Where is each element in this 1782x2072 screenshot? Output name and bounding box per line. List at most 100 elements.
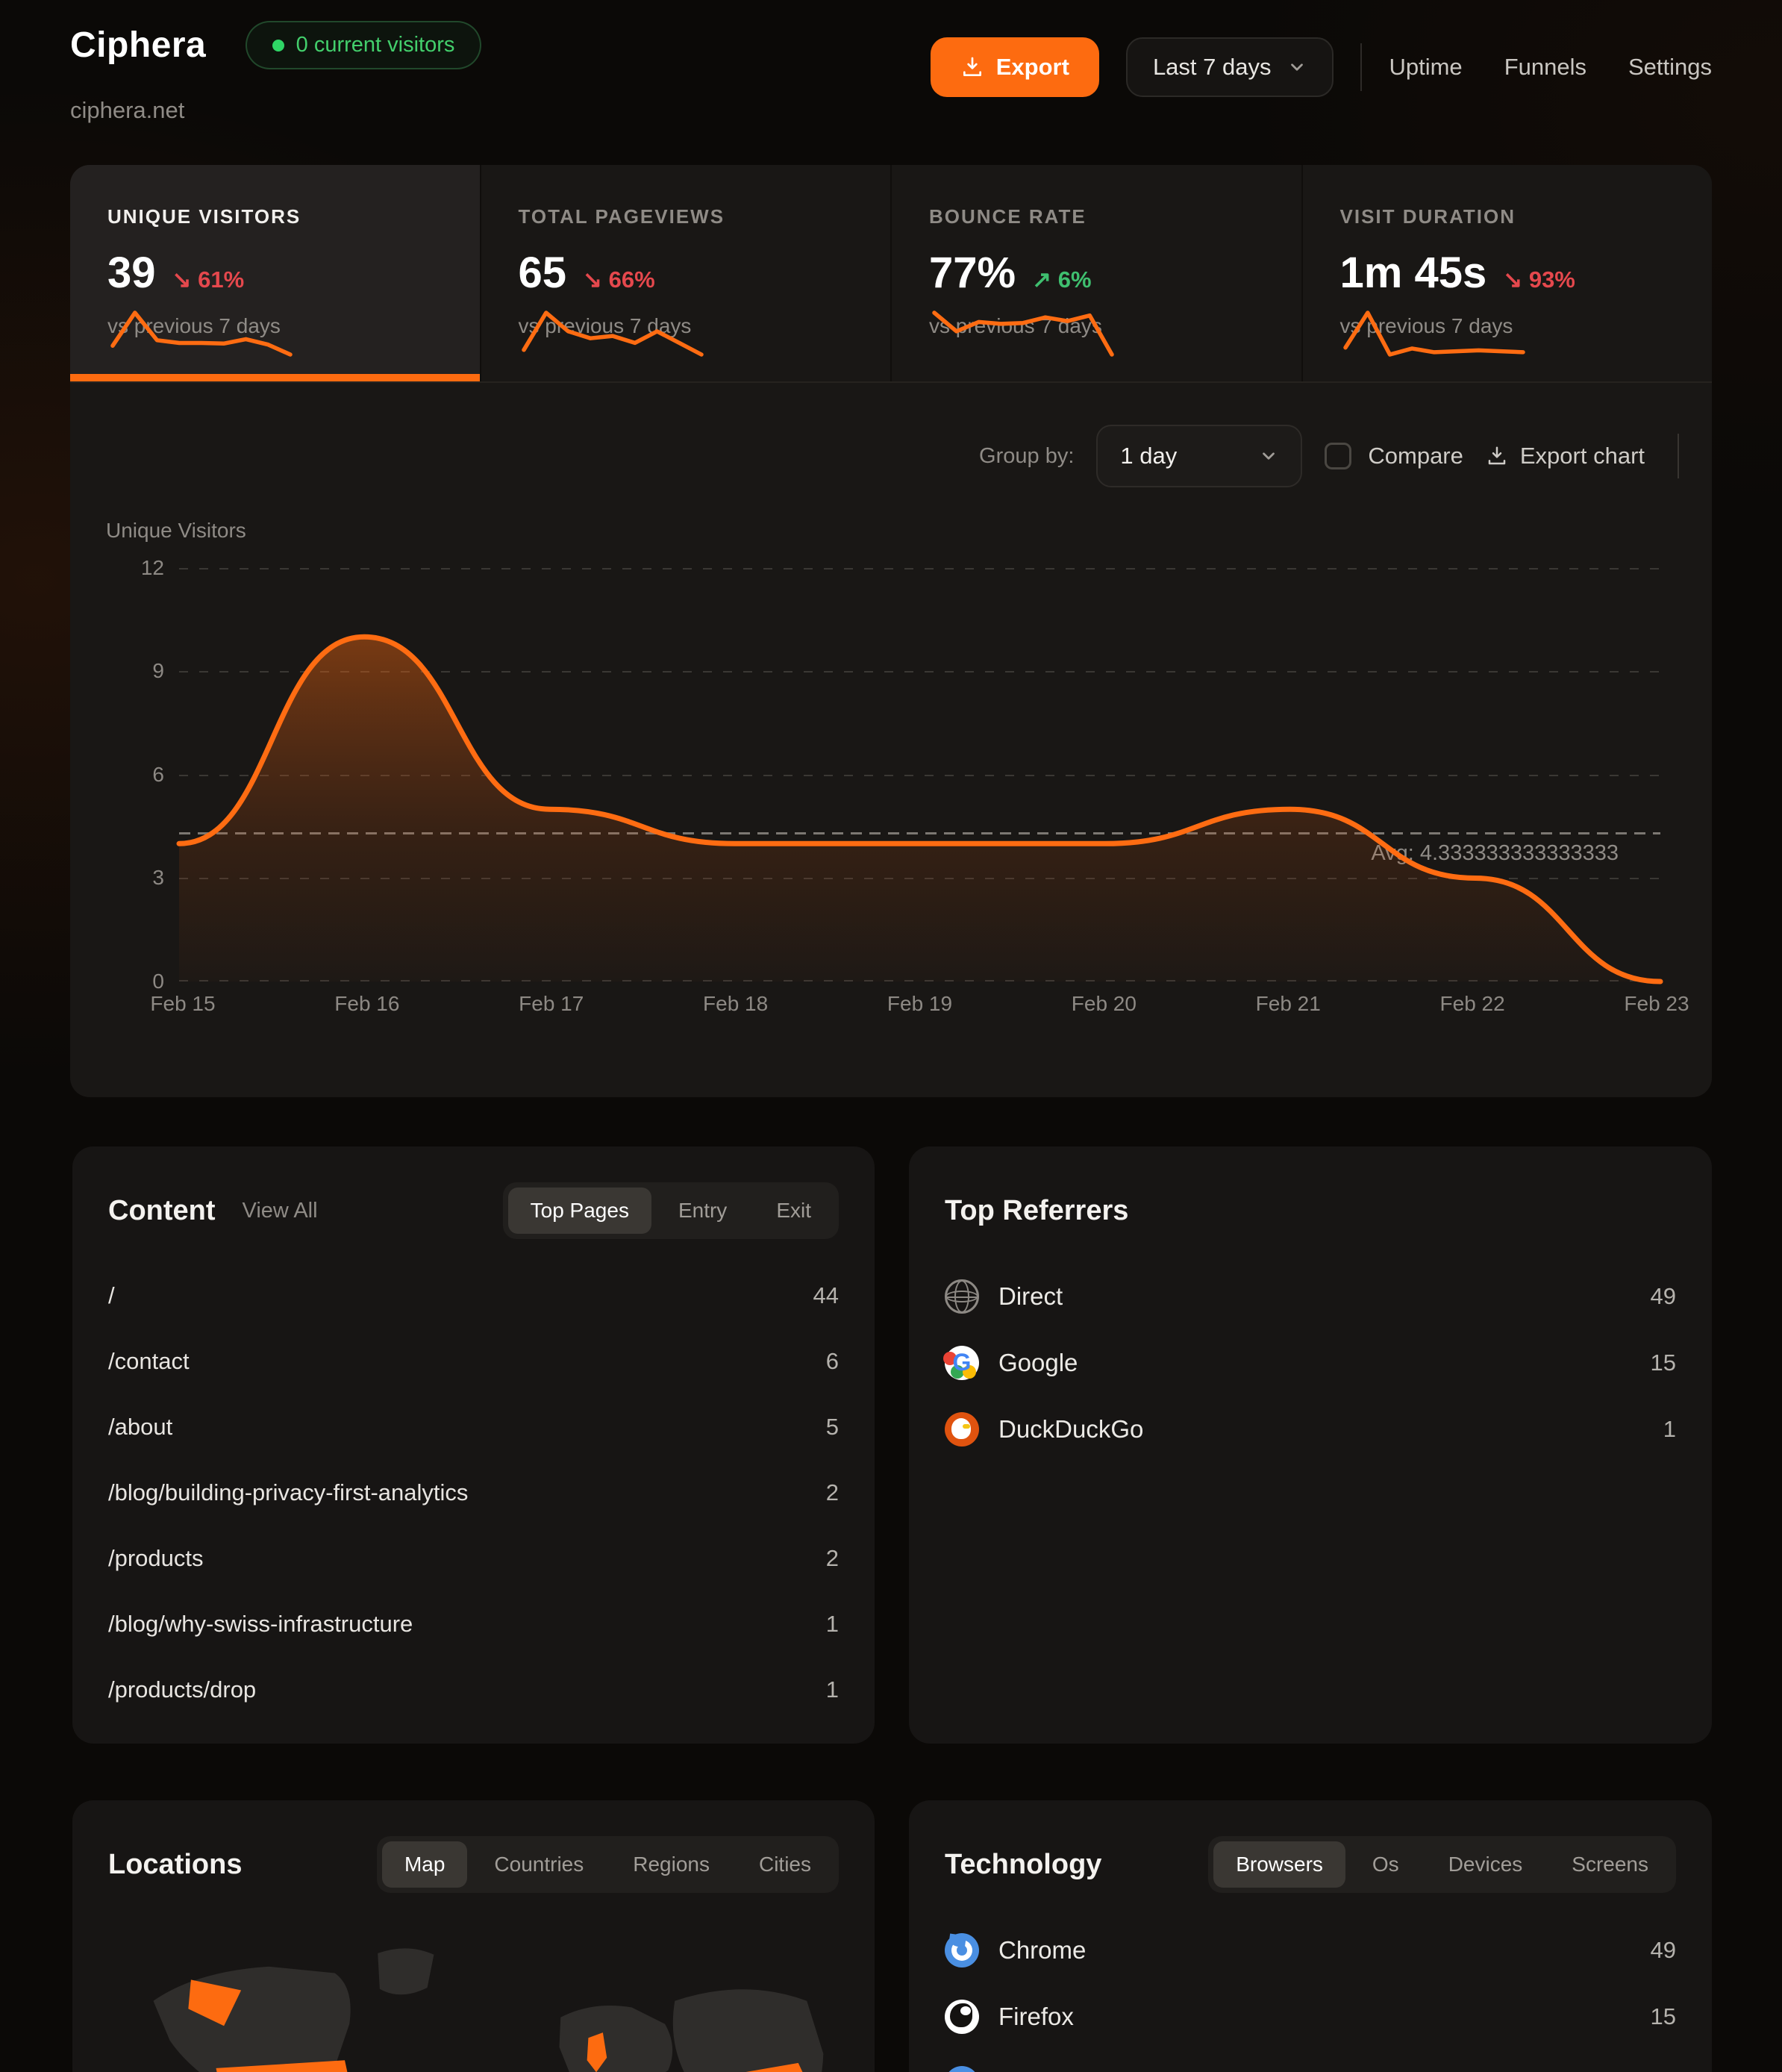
current-visitors-badge[interactable]: 0 current visitors	[245, 21, 482, 69]
google-icon: G	[943, 1345, 979, 1380]
stat-label: BOUNCE RATE	[929, 205, 1087, 228]
y-tick: 9	[152, 659, 164, 682]
stats-row: UNIQUE VISITORS 39 ↘ 61% vs previous 7 d…	[70, 165, 1712, 383]
list-item[interactable]: Chrome 49	[945, 1917, 1676, 1983]
table-row[interactable]: /products/drop 1	[108, 1676, 839, 1703]
live-dot-icon	[272, 39, 284, 52]
download-icon	[1488, 446, 1506, 465]
y-tick: 12	[140, 556, 164, 579]
nav-settings[interactable]: Settings	[1628, 54, 1712, 80]
map-united-states	[216, 2060, 348, 2072]
tab-countries[interactable]: Countries	[494, 1853, 584, 1876]
tab-devices[interactable]: Devices	[1448, 1853, 1523, 1876]
export-button[interactable]: Export	[930, 37, 1099, 97]
compare-label: Compare	[1368, 443, 1463, 469]
chart-title: Unique Visitors	[106, 519, 246, 542]
map-alaska	[188, 1979, 242, 2026]
sparkline-total-pageviews	[521, 311, 704, 357]
view-all-link[interactable]: View All	[242, 1198, 318, 1223]
map-united-kingdom	[587, 2032, 607, 2072]
tab-os[interactable]: Os	[1372, 1853, 1399, 1876]
locations-tabs: Map Countries Regions Cities	[376, 1836, 839, 1893]
table-row[interactable]: /44	[108, 1282, 839, 1308]
tab-regions[interactable]: Regions	[633, 1853, 710, 1876]
table-row[interactable]: /contact 6	[108, 1348, 839, 1374]
y-axis-labels: 12 9 6 3 0	[70, 556, 164, 993]
average-line	[179, 832, 1660, 834]
gridline-12	[179, 568, 1660, 570]
stat-delta: ↗ 6%	[1032, 266, 1092, 293]
tab-entry[interactable]: Entry	[678, 1199, 728, 1222]
x-tick: Feb 22	[1439, 992, 1505, 1015]
map-asia	[672, 1989, 824, 2072]
stat-value: 77%	[929, 249, 1016, 297]
date-range-value: Last 7 days	[1152, 54, 1272, 80]
controls-divider	[1678, 434, 1679, 478]
stat-value: 65	[518, 249, 567, 297]
stat-unique-visitors[interactable]: UNIQUE VISITORS 39 ↘ 61% vs previous 7 d…	[70, 165, 481, 381]
sparkline-bounce-rate	[932, 311, 1114, 357]
site-name: Ciphera	[70, 25, 207, 65]
site-domain: ciphera.net	[70, 97, 185, 123]
header-divider	[1360, 43, 1363, 91]
nav-uptime[interactable]: Uptime	[1389, 54, 1463, 80]
top-referrers-title: Top Referrers	[945, 1194, 1129, 1226]
browser-rows: Chrome 49 Firefox 15	[945, 1917, 1676, 2072]
sparkline-unique-visitors	[110, 311, 293, 357]
date-range-dropdown[interactable]: Last 7 days	[1125, 37, 1334, 97]
table-row[interactable]: /products 2	[108, 1545, 839, 1571]
header-actions: Export Last 7 days Uptime Funnels Settin…	[930, 37, 1712, 97]
table-row[interactable]: /blog/why-swiss-infrastructure 1	[108, 1611, 839, 1637]
chevron-down-icon	[1291, 63, 1304, 71]
tab-map[interactable]: Map	[381, 1841, 468, 1888]
list-item[interactable]: Direct 49	[945, 1263, 1676, 1329]
technology-tabs: Browsers Os Devices Screens	[1208, 1836, 1676, 1893]
download-icon	[963, 57, 981, 76]
x-tick: Feb 15	[150, 992, 216, 1015]
stat-label: VISIT DURATION	[1339, 205, 1516, 228]
y-tick: 3	[152, 866, 164, 889]
tab-screens[interactable]: Screens	[1572, 1853, 1648, 1876]
main-nav: Uptime Funnels Settings	[1389, 54, 1712, 81]
list-item[interactable]: DuckDuckGo 1	[945, 1396, 1676, 1462]
chart-plot-area[interactable]: Avg: 4.333333333333333	[179, 568, 1660, 982]
x-tick: Feb 19	[887, 992, 953, 1015]
analytics-panel: UNIQUE VISITORS 39 ↘ 61% vs previous 7 d…	[70, 165, 1712, 1097]
compare-checkbox[interactable]	[1325, 443, 1352, 469]
chart-controls: Group by: 1 day Compare Export chart	[979, 422, 1679, 490]
gridline-9	[179, 671, 1660, 673]
stat-bounce-rate[interactable]: BOUNCE RATE 77% ↗ 6% vs previous 7 days	[892, 165, 1303, 381]
world-map[interactable]	[90, 1902, 857, 2072]
stat-label: UNIQUE VISITORS	[107, 205, 301, 228]
browser-icon-partial	[945, 2065, 979, 2072]
export-chart-button[interactable]: Export chart	[1486, 443, 1645, 469]
x-tick: Feb 18	[703, 992, 769, 1015]
map-north-america	[153, 1966, 351, 2072]
tab-top-pages[interactable]: Top Pages	[507, 1188, 651, 1234]
globe-icon	[945, 1279, 979, 1314]
stat-visit-duration[interactable]: VISIT DURATION 1m 45s ↘ 93% vs previous …	[1302, 165, 1712, 381]
group-by-label: Group by:	[979, 443, 1075, 468]
list-item-partial[interactable]	[945, 2050, 1676, 2072]
unique-visitors-chart	[179, 568, 1660, 982]
tab-cities[interactable]: Cities	[758, 1853, 811, 1876]
table-row[interactable]: /about 5	[108, 1414, 839, 1440]
group-by-dropdown[interactable]: 1 day	[1096, 425, 1303, 487]
stat-value: 39	[107, 249, 156, 297]
nav-funnels[interactable]: Funnels	[1504, 54, 1586, 80]
map-greenland	[378, 1948, 434, 1995]
x-tick: Feb 23	[1624, 992, 1689, 1015]
duckduckgo-icon	[945, 1411, 979, 1447]
list-item[interactable]: G Google 15	[943, 1329, 1676, 1396]
list-item[interactable]: Firefox 15	[945, 1983, 1676, 2050]
top-referrers-card: Top Referrers Direct 49 G Google 15 Duck…	[909, 1146, 1712, 1744]
map-europe	[559, 2006, 673, 2072]
stat-delta: ↘ 93%	[1503, 266, 1575, 293]
sparkline-visit-duration	[1342, 311, 1525, 357]
table-row[interactable]: /blog/building-privacy-first-analytics 2	[108, 1479, 839, 1505]
tab-exit[interactable]: Exit	[776, 1199, 811, 1222]
stat-total-pageviews[interactable]: TOTAL PAGEVIEWS 65 ↘ 66% vs previous 7 d…	[481, 165, 892, 381]
tab-browsers[interactable]: Browsers	[1213, 1841, 1345, 1888]
y-tick: 6	[152, 763, 164, 786]
technology-card: Technology Browsers Os Devices Screens C…	[909, 1800, 1712, 2072]
